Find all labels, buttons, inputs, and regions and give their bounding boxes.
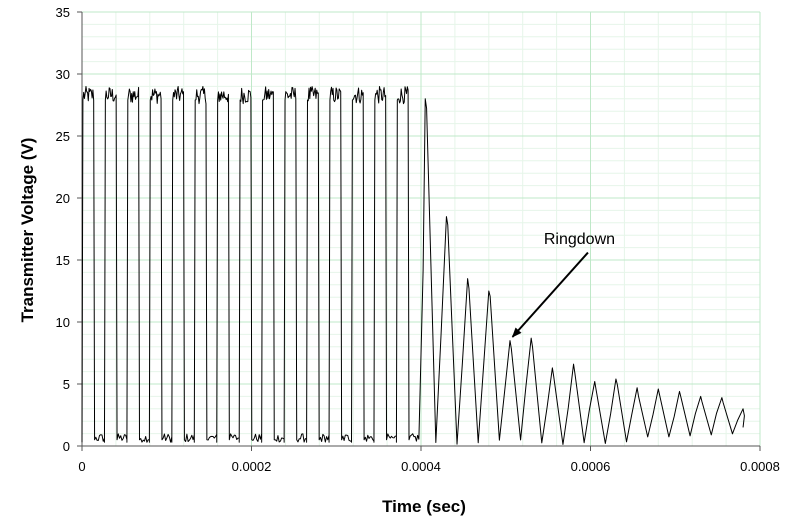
- y-tick-label: 5: [63, 377, 70, 392]
- x-tick-label: 0.0004: [401, 459, 441, 474]
- x-tick-label: 0.0002: [232, 459, 272, 474]
- x-tick-label: 0.0008: [740, 459, 780, 474]
- x-axis-label: Time (sec): [382, 497, 466, 516]
- y-tick-label: 25: [56, 129, 70, 144]
- series-group: [81, 85, 745, 445]
- y-tick-label: 30: [56, 67, 70, 82]
- annotation-arrow: [511, 251, 589, 338]
- y-axis-label: Transmitter Voltage (V): [18, 138, 37, 323]
- annotations: Ringdown: [511, 231, 615, 338]
- y-tick-label: 35: [56, 5, 70, 20]
- ticks: 0 0.0002 0.0004 0.0006 0.0008 0 5 10 15 20 25 30 35: [56, 5, 780, 474]
- series-line: [81, 85, 745, 445]
- y-tick-label: 20: [56, 191, 70, 206]
- x-tick-label: 0: [78, 459, 85, 474]
- y-tick-label: 15: [56, 253, 70, 268]
- y-tick-label: 10: [56, 315, 70, 330]
- grid: [81, 11, 761, 447]
- x-tick-label: 0.0006: [571, 459, 611, 474]
- annotation-label: Ringdown: [544, 231, 615, 248]
- y-tick-label: 0: [63, 439, 70, 454]
